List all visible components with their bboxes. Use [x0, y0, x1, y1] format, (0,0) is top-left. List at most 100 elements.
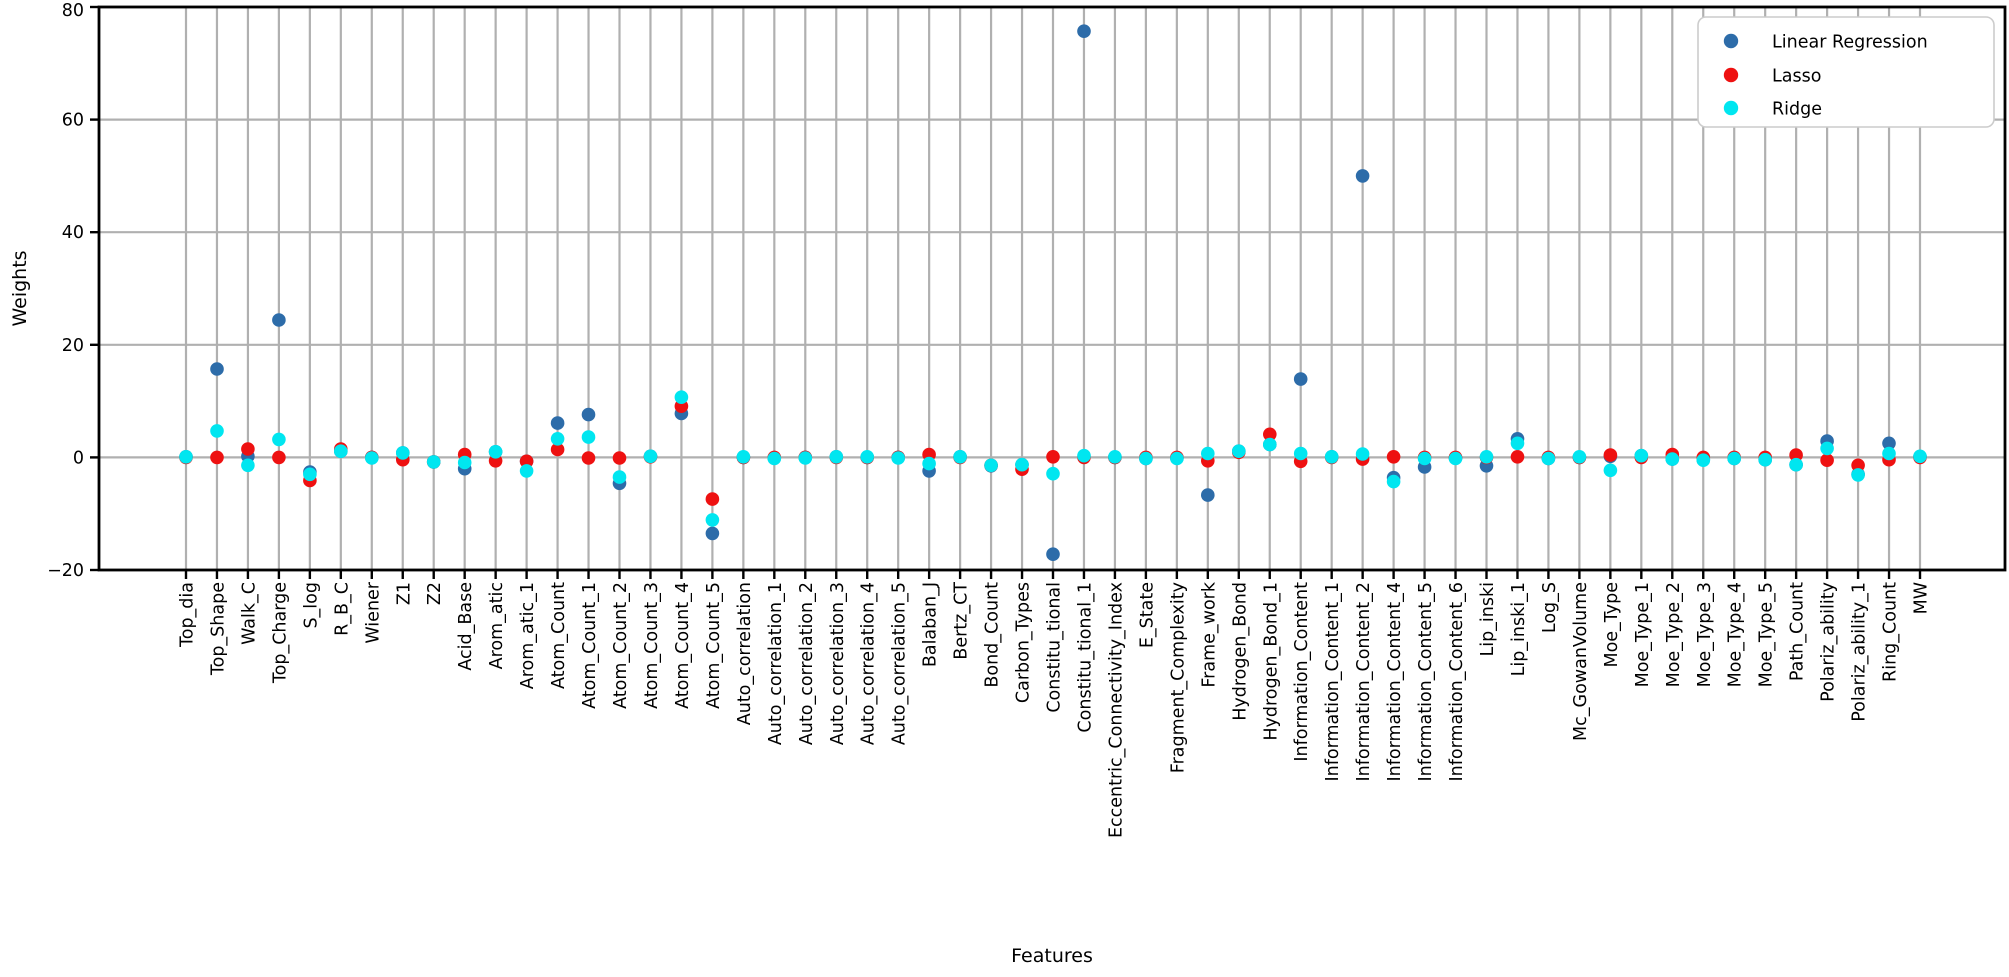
x-tick-label: Atom_Count_3 [642, 582, 662, 709]
data-point [1572, 450, 1587, 464]
data-point [891, 451, 905, 465]
x-tick-label: Hydrogen_Bond [1230, 582, 1250, 721]
x-tick-label: Information_Content [1292, 582, 1312, 762]
data-point [241, 442, 255, 456]
data-point [674, 390, 689, 405]
x-tick-label: Information_Content_2 [1354, 582, 1374, 782]
data-point [1324, 450, 1339, 464]
data-point [1789, 448, 1803, 462]
data-point [1479, 450, 1494, 464]
data-point [767, 451, 782, 466]
x-tick-label: Information_Content_4 [1385, 582, 1405, 782]
tick-marks [90, 5, 1922, 579]
data-point [1665, 452, 1680, 466]
data-point [1355, 447, 1370, 461]
x-axis-label: Features [1011, 945, 1093, 967]
x-tick-label: Lip_inski_1 [1509, 582, 1529, 676]
x-tick-label: Acid_Base [456, 582, 476, 671]
data-point [736, 450, 751, 464]
data-point [1510, 436, 1525, 451]
data-point [1046, 547, 1060, 561]
x-tick-label: Fragment_Complexity [1168, 582, 1188, 773]
legend-item-ridge: Ridge [1723, 100, 1822, 120]
data-point [519, 454, 534, 469]
data-point [984, 458, 998, 473]
x-tick-label: Constitu_tional_1 [1075, 582, 1095, 733]
data-point [1820, 441, 1834, 456]
x-tick-label: Top_dia [178, 582, 198, 648]
data-point [365, 451, 379, 465]
x-tick-label: Moe_Type_2 [1664, 582, 1684, 687]
x-tick-label: Walk_C [239, 582, 259, 645]
data-point [1882, 446, 1896, 461]
data-point [581, 451, 596, 465]
y-tick-label: 20 [62, 336, 84, 356]
data-point [426, 455, 441, 469]
data-point [1882, 436, 1896, 451]
data-point [643, 449, 658, 464]
x-tick-label: Auto_correlation_3 [828, 582, 848, 745]
x-tick-label: Atom_Count_5 [704, 582, 724, 709]
x-tick-label: E_State [1137, 582, 1157, 648]
legend-marker [1723, 67, 1739, 83]
data-point [1758, 452, 1772, 467]
x-tick-label: Information_Content_6 [1447, 582, 1467, 782]
data-point [829, 450, 844, 464]
x-tick-label: Auto_correlation_5 [890, 582, 910, 745]
x-tick-label: Lip_inski [1478, 582, 1498, 657]
x-tick-label: Moe_Type_4 [1726, 582, 1746, 687]
data-point [1201, 446, 1215, 461]
x-tick-label: Log_S [1540, 582, 1560, 633]
x-tick-label: Information_Content_5 [1416, 582, 1436, 782]
data-point [1820, 453, 1834, 468]
x-tick-label: R_B_C [332, 582, 352, 636]
data-point [550, 432, 565, 446]
data-point [272, 450, 286, 465]
data-point [1077, 24, 1091, 38]
data-point [334, 444, 348, 459]
x-tick-label: Path_Count [1788, 582, 1808, 681]
data-points [179, 24, 1927, 561]
data-point [1293, 446, 1308, 461]
data-point [1015, 457, 1029, 472]
x-tick-label: Atom_Count_2 [611, 582, 631, 709]
data-point [272, 313, 286, 327]
data-point [1046, 450, 1060, 464]
x-tick-label: Carbon_Types [1014, 582, 1034, 703]
data-point [1634, 448, 1649, 463]
legend-marker [1723, 100, 1739, 116]
x-tick-label: Auto_correlation_4 [859, 582, 879, 745]
data-point [705, 513, 720, 527]
data-point [1139, 451, 1153, 466]
x-tick-label: Constitu_tional [1045, 582, 1065, 713]
data-point [1046, 466, 1060, 481]
data-point [1170, 451, 1184, 466]
x-tick-label: Hydrogen_Bond_1 [1261, 582, 1281, 741]
data-point [210, 362, 224, 376]
data-point [1355, 169, 1370, 183]
x-tick-label: Top_Shape [208, 582, 228, 676]
data-point [1727, 451, 1741, 466]
data-point [1913, 449, 1927, 464]
data-point [241, 458, 255, 473]
x-tick-label: Moe_Type_1 [1633, 582, 1653, 687]
x-tick-label: Auto_correlation_2 [797, 582, 817, 745]
x-tick-label: Bond_Count [983, 582, 1003, 688]
data-point [550, 416, 565, 430]
data-point [396, 446, 410, 460]
y-tick-label: 60 [62, 111, 84, 131]
y-tick-label: −20 [47, 561, 84, 581]
data-point [457, 455, 472, 470]
x-tick-label: S_log [301, 582, 321, 629]
x-tick-label: Wiener [363, 581, 383, 643]
legend-label: Lasso [1772, 67, 1821, 87]
x-tick-label: Balaban_J [921, 582, 941, 667]
legend-item-lasso: Lasso [1723, 67, 1821, 87]
y-tick-label: 80 [62, 1, 84, 21]
y-tick-label: 0 [73, 448, 84, 468]
x-tick-label: Bertz_CT [952, 582, 972, 660]
data-point [1077, 448, 1091, 463]
y-tick-labels: −20 0 20 40 60 80 [47, 1, 84, 581]
data-point [705, 526, 720, 541]
